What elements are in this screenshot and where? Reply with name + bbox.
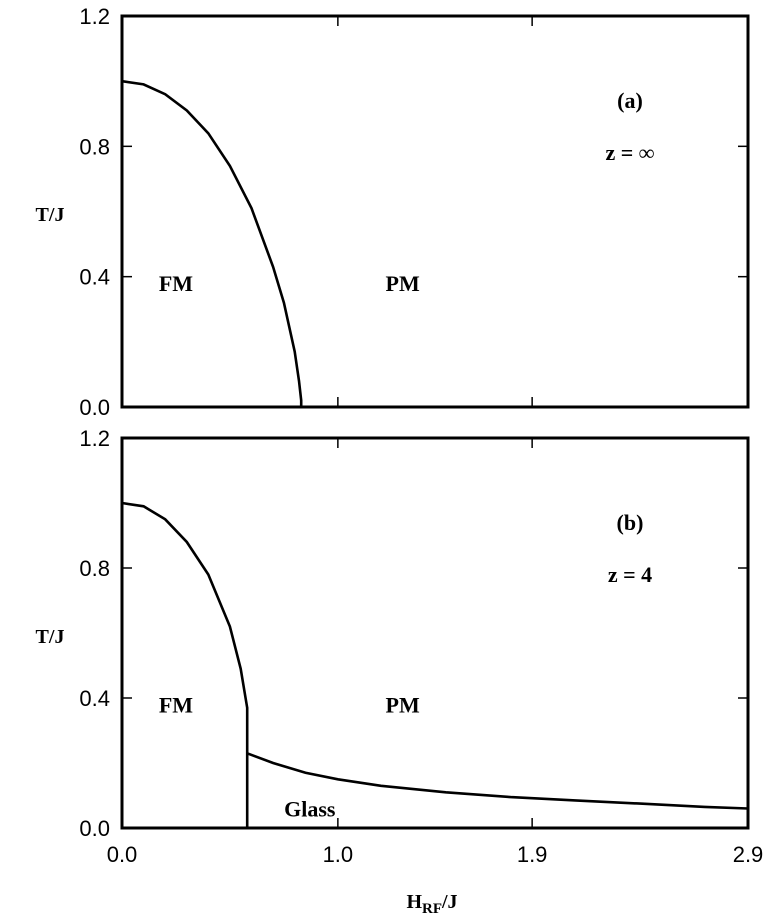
y-tick-label: 0.8 (79, 556, 110, 581)
panel-a-region-labels: FM PM (159, 271, 420, 296)
x-axis-title: HRF/J (406, 891, 457, 917)
panel-a-annotation: z = ∞ (606, 140, 655, 165)
y-tick-label: 0.4 (79, 265, 110, 290)
region-label-pm: PM (386, 693, 420, 718)
panel-b-frame (120, 436, 750, 830)
region-label-glass: Glass (284, 797, 336, 822)
panel-b-region-labels: FM PM Glass (159, 693, 420, 822)
panel-a-ticks (121, 15, 749, 408)
panel-a: 0.0 0.4 0.8 1.2 FM PM (a) z = ∞ T/J (36, 4, 750, 420)
x-axis-title-sub: RF (422, 901, 442, 917)
phase-boundary-1 (246, 752, 749, 810)
panel-b-annotation: z = 4 (608, 562, 652, 587)
panel-a-ytick-labels: 0.0 0.4 0.8 1.2 (79, 4, 110, 420)
region-label-fm: FM (159, 271, 193, 296)
y-tick-label: 0.4 (79, 686, 110, 711)
panel-a-frame (120, 14, 750, 409)
y-tick-label: 1.2 (79, 4, 110, 29)
phase-boundary-0 (121, 79, 303, 407)
x-axis-title-main: H (406, 891, 422, 913)
y-tick-label: 1.2 (79, 426, 110, 451)
region-label-fm: FM (159, 693, 193, 718)
phase-boundary-0 (121, 501, 249, 828)
region-label-pm: PM (386, 271, 420, 296)
panel-b-xtick-labels: 0.0 1.0 1.9 2.9 (107, 842, 764, 867)
x-tick-label: 1.0 (323, 842, 354, 867)
panel-a-ylabel: T/J (36, 204, 65, 226)
y-tick-label: 0.0 (79, 395, 110, 420)
panel-b-ylabel: T/J (36, 626, 65, 648)
x-tick-label: 1.9 (517, 842, 548, 867)
y-tick-label: 0.0 (79, 816, 110, 841)
x-tick-label: 0.0 (107, 842, 138, 867)
panel-b-label: (b) (617, 510, 644, 535)
panel-a-curves (121, 79, 303, 407)
x-tick-label: 2.9 (733, 842, 764, 867)
panel-b-ticks (121, 437, 749, 829)
panel-b-ytick-labels: 0.0 0.4 0.8 1.2 (79, 426, 110, 841)
y-tick-label: 0.8 (79, 134, 110, 159)
panel-a-label: (a) (617, 88, 643, 113)
x-axis-title-suffix: /J (441, 891, 458, 913)
panel-b-curves (121, 501, 749, 830)
